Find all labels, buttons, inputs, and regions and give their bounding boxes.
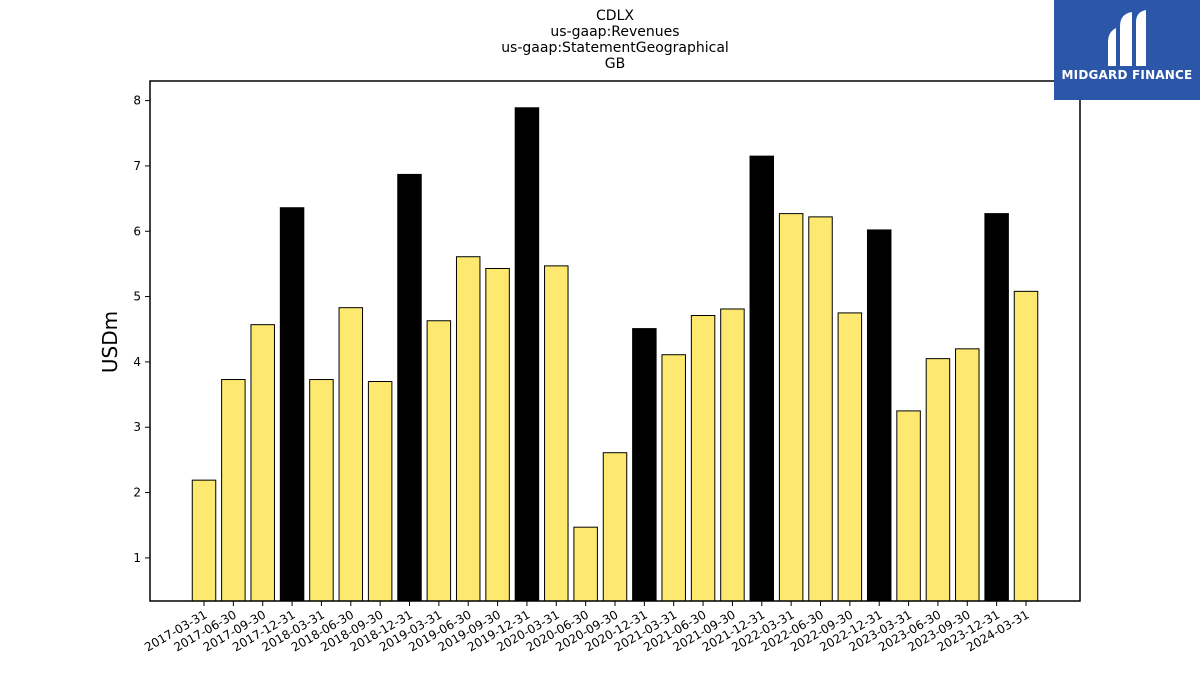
title-line-ticker: CDLX <box>596 8 634 24</box>
bar-2018-12-31 <box>397 173 422 602</box>
bar-2019-06-30 <box>455 256 481 602</box>
bars-group <box>191 107 1039 602</box>
bar-2022-03-31 <box>778 213 804 602</box>
title-line-region: GB <box>605 56 625 72</box>
plot-frame <box>149 80 1081 602</box>
y-tick-label: 6 <box>133 224 141 238</box>
bar-2021-12-31 <box>749 155 775 602</box>
bar-2023-12-31 <box>984 213 1009 602</box>
bar-2023-09-30 <box>955 348 980 602</box>
bar-2018-09-30 <box>367 381 393 602</box>
y-tick-label: 2 <box>133 486 141 500</box>
x-axis-ticks: 2017-03-312017-06-302017-09-302017-12-31… <box>142 601 1032 654</box>
midgard-logo-icon <box>1108 10 1146 66</box>
y-tick-label: 8 <box>133 94 141 108</box>
bar-2019-03-31 <box>426 320 452 602</box>
bar-2020-09-30 <box>602 452 628 602</box>
bar-2023-06-30 <box>925 358 951 602</box>
bar-2020-03-31 <box>544 265 569 602</box>
brand-name: MIDGARD FINANCE <box>1061 68 1193 82</box>
y-tick-label: 5 <box>133 290 141 304</box>
title-line-metric: us-gaap:Revenues <box>550 24 679 40</box>
y-tick-label: 7 <box>133 159 141 173</box>
bar-2019-09-30 <box>485 267 510 602</box>
bar-2021-09-30 <box>720 308 745 602</box>
bar-2022-09-30 <box>837 312 863 602</box>
bar-2020-12-31 <box>632 328 657 602</box>
bar-2024-03-31 <box>1013 290 1039 602</box>
bar-2023-03-31 <box>896 410 921 602</box>
bar-2021-03-31 <box>661 354 686 602</box>
bar-2017-03-31 <box>191 479 217 602</box>
y-tick-label: 3 <box>133 420 141 434</box>
y-tick-label: 1 <box>133 551 141 565</box>
bar-2018-03-31 <box>309 379 334 602</box>
bar-2017-12-31 <box>279 207 305 602</box>
bar-2020-06-30 <box>573 526 598 602</box>
bar-2022-06-30 <box>808 216 833 602</box>
bar-2018-06-30 <box>338 307 364 602</box>
bar-2017-09-30 <box>250 324 275 602</box>
chart-title: CDLX us-gaap:Revenues us-gaap:StatementG… <box>501 8 729 72</box>
y-axis-ticks: 1 2 3 4 5 6 7 8 <box>133 94 150 565</box>
bar-2022-12-31 <box>866 229 892 602</box>
title-line-dimension: us-gaap:StatementGeographical <box>501 40 729 56</box>
bar-2021-06-30 <box>690 315 716 602</box>
brand-logo: MIDGARD FINANCE <box>1054 0 1200 100</box>
bar-2019-12-31 <box>514 107 540 602</box>
y-tick-label: 4 <box>133 355 141 369</box>
y-axis-label: USDm <box>98 311 122 373</box>
bar-2017-06-30 <box>221 379 246 602</box>
